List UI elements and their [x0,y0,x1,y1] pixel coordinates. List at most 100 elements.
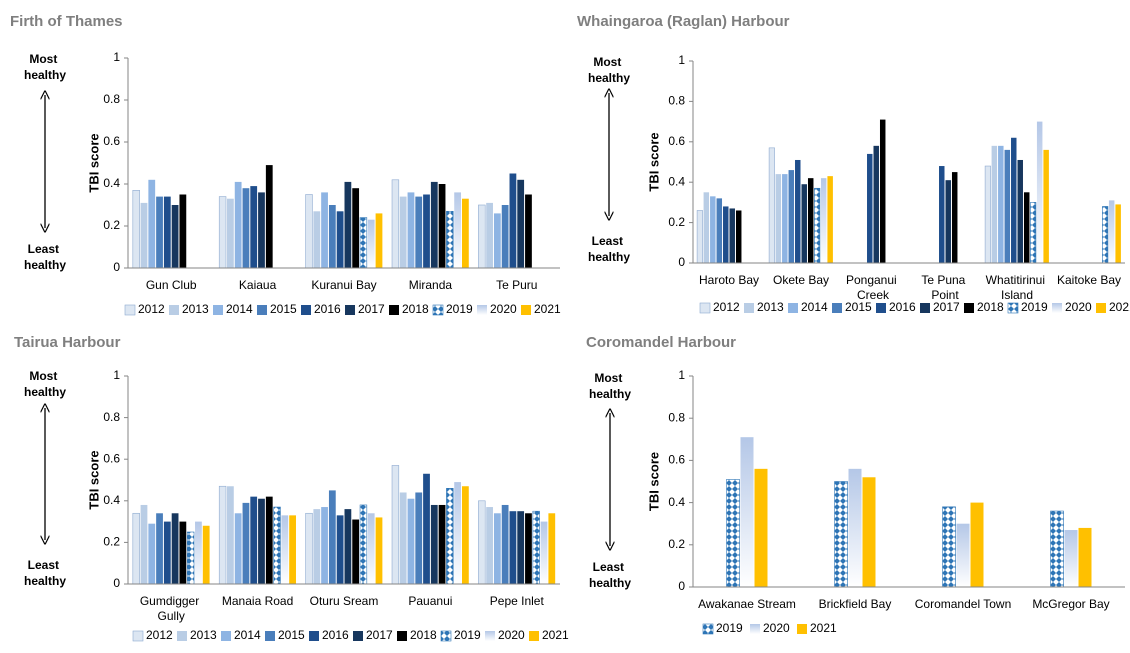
bar [462,486,469,584]
bar [375,517,383,584]
bar [879,119,886,263]
y-tick-label: 0.4 [103,493,120,507]
bar [367,513,375,584]
bar [788,170,795,263]
bar [148,179,156,268]
bar [423,194,430,268]
bar [438,504,446,584]
bar [163,521,171,584]
x-tick-label: Te Puru [496,278,537,292]
legend-swatch [832,303,842,313]
x-tick-label: McGregor Bay [1032,597,1109,611]
x-tick-label: Ponganui Creek [846,273,900,302]
x-tick-label: Awakanae Stream [698,597,796,611]
bar [782,174,788,263]
x-tick-label: Haroto Bay [699,273,759,287]
bar [956,523,970,587]
bar [525,513,532,584]
legend-swatch [788,303,798,313]
legend-label: 2017 [358,302,385,316]
bar [509,511,517,584]
x-tick-label: Miranda [409,278,453,292]
legend-label: 2020 [498,628,525,642]
y-tick-label: 0 [113,576,120,590]
y-tick-label: 1 [678,368,685,382]
legend-label: 2016 [889,300,916,314]
y-axis-title: TBI score [646,132,661,191]
bar [998,145,1004,263]
bar [1050,510,1064,588]
y-tick-label: 0 [678,255,685,269]
bar [281,515,289,584]
bar [723,206,729,263]
bar [1102,206,1109,264]
x-tick-label: Kuranui Bay [311,278,376,292]
bar [407,498,415,584]
bar [478,500,486,585]
bar [867,153,873,263]
x-tick-label: Oturu Sream [310,594,379,608]
bar [991,145,998,263]
legend-swatch [177,631,187,641]
bar [328,490,336,584]
bar [415,196,423,268]
bar [391,465,400,585]
bar [775,174,782,263]
legend-swatch [1096,303,1106,313]
bar [352,188,360,268]
bar [258,192,265,268]
y-tick-label: 1 [678,53,685,67]
bar [179,521,187,584]
bar [740,437,754,587]
bar [430,181,438,268]
bar [716,198,723,263]
legend-swatch [744,303,754,313]
legend-swatch [221,631,231,641]
y-tick-label: 0.8 [103,410,120,424]
bar [195,521,202,584]
bar [517,511,525,584]
bar [423,473,430,584]
y-tick-label: 0 [113,260,120,274]
bar [391,179,400,269]
legend-swatch [213,305,223,315]
legend-label: 2019 [446,302,473,316]
y-tick-label: 0.2 [668,215,685,229]
legend-label: 2013 [182,302,209,316]
y-axis-title: TBI score [86,450,101,509]
bar [399,196,407,268]
bar [517,179,525,268]
bar [486,202,493,268]
bar [827,176,833,263]
legend-swatch [750,624,760,634]
bar [407,192,415,268]
bar [478,204,486,269]
legend-label: 2015 [845,300,872,314]
legend-swatch [521,305,531,315]
legend-label: 2020 [490,302,517,316]
legend-label: 2021 [1109,300,1130,314]
bar [814,187,821,264]
top-note: Most healthy [24,369,66,399]
bar [148,523,156,584]
bar [1011,137,1017,263]
bar [532,510,540,585]
bar [754,468,768,587]
legend-label: 2018 [977,300,1004,314]
bar [801,184,807,263]
bar [399,492,407,584]
y-axis-title: TBI score [86,133,101,192]
bar [156,196,163,268]
y-tick-label: 0.2 [103,535,120,549]
chart-title: Whaingaroa (Raglan) Harbour [577,13,790,30]
legend-swatch [265,631,275,641]
bar [328,205,336,268]
legend-label: 2014 [234,628,261,642]
legend-label: 2012 [713,300,740,314]
bar [430,504,438,584]
chart-title: Coromandel Harbour [586,334,736,351]
bar [446,488,454,585]
bar [726,479,740,588]
legend-label: 2021 [542,628,569,642]
y-tick-label: 0.6 [668,134,685,148]
